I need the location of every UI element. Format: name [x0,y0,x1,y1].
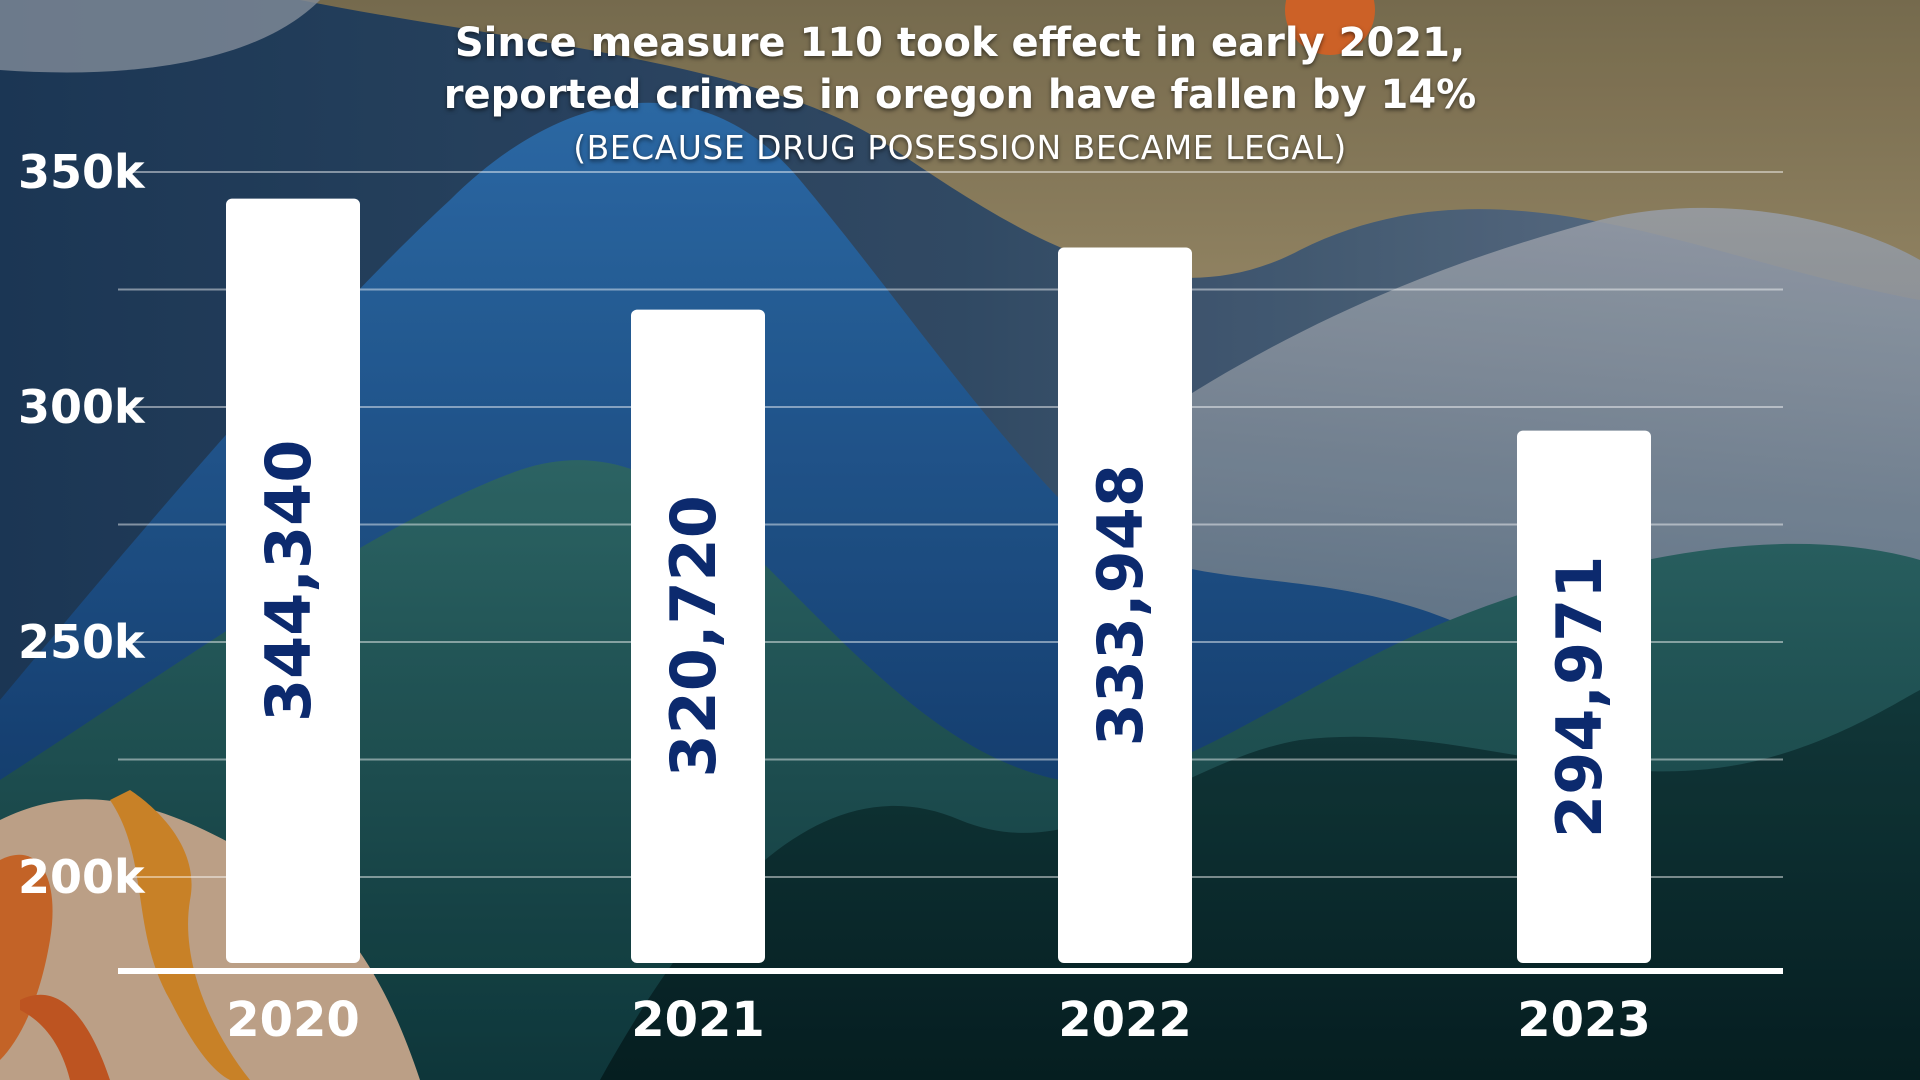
bar-2022 [1058,247,1192,963]
x-tick-label: 2022 [1058,992,1192,1048]
y-axis-tick-labels: 200k 250k 300k 350k [18,145,146,904]
gridlines [118,171,1783,878]
y-tick-label: 250k [18,615,146,669]
x-tick-label: 2023 [1517,992,1651,1048]
bar-value-label: 344,340 [252,440,325,722]
chart-title-line-2: reported crimes in oregon have fallen by… [443,72,1477,118]
y-tick-label: 350k [18,145,146,199]
y-tick-label: 200k [18,850,146,904]
x-axis-tick-labels: 2020 2021 2022 2023 [226,992,1651,1048]
bar-2020 [226,198,360,964]
bar-2023 [1517,430,1651,963]
x-tick-label: 2021 [631,992,765,1048]
bar-2021 [631,309,765,964]
chart-title-line-1: Since measure 110 took effect in early 2… [454,20,1466,66]
bars: 344,340 320,720 333,948 294,971 [226,198,1651,964]
bar-value-label: 320,720 [657,495,730,777]
chart-subtitle: (BECAUSE DRUG POSESSION BECAME LEGAL) [573,128,1347,167]
bar-value-label: 294,971 [1543,556,1616,838]
x-tick-label: 2020 [226,992,360,1048]
bar-value-label: 333,948 [1084,464,1157,746]
y-tick-label: 300k [18,380,146,434]
